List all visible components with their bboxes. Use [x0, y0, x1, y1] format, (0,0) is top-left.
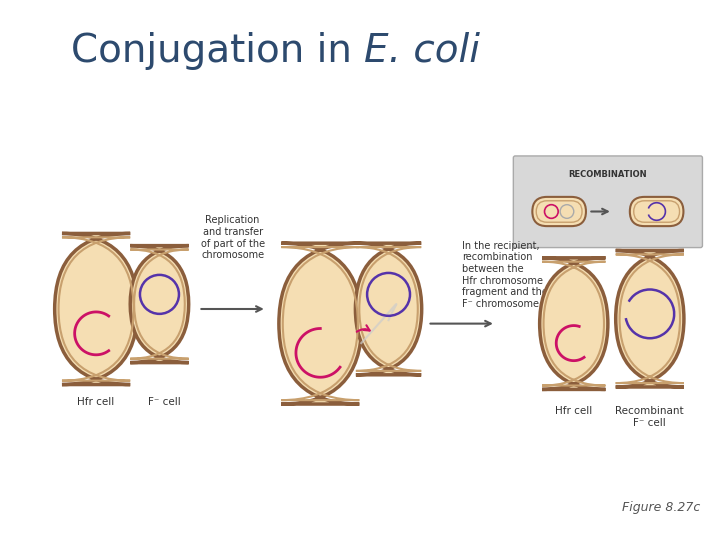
FancyBboxPatch shape	[356, 243, 422, 375]
Text: In the recipient,
recombination
between the
Hfr chromosome
fragment and the
F⁻ c: In the recipient, recombination between …	[462, 241, 547, 309]
Text: Recombinant
F⁻ cell: Recombinant F⁻ cell	[616, 407, 684, 428]
FancyBboxPatch shape	[513, 156, 703, 247]
FancyBboxPatch shape	[55, 233, 138, 384]
FancyBboxPatch shape	[616, 251, 684, 387]
Text: Figure 8.27c: Figure 8.27c	[622, 501, 701, 514]
Text: Hfr cell: Hfr cell	[555, 407, 593, 416]
Text: Hfr cell: Hfr cell	[78, 397, 114, 407]
FancyBboxPatch shape	[130, 246, 189, 363]
FancyBboxPatch shape	[532, 197, 586, 226]
Text: E. coli: E. coli	[364, 32, 480, 70]
FancyBboxPatch shape	[630, 197, 683, 226]
FancyBboxPatch shape	[279, 243, 361, 404]
Text: F⁻ cell: F⁻ cell	[148, 397, 181, 407]
Text: Replication
and transfer
of part of the
chromosome: Replication and transfer of part of the …	[200, 215, 265, 260]
Text: Conjugation in: Conjugation in	[71, 32, 364, 70]
Text: RECOMBINATION: RECOMBINATION	[569, 170, 647, 179]
FancyBboxPatch shape	[540, 258, 608, 389]
